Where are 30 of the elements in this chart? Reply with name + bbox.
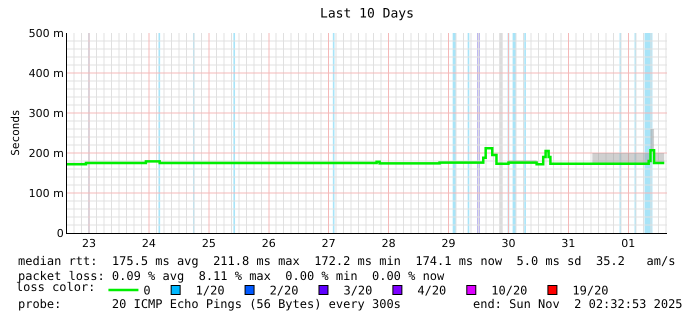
y-tick-label: 200 m xyxy=(28,146,64,160)
legend-label: 1/20 xyxy=(196,284,225,298)
y-tick-label: 400 m xyxy=(28,66,64,80)
x-tick-label: 24 xyxy=(142,237,156,250)
x-tick-label: 26 xyxy=(262,237,276,250)
text: end: Sun Nov 2 02:32:53 2025 xyxy=(473,297,683,311)
legend-label: 2/20 xyxy=(270,284,298,298)
legend-title: loss color: xyxy=(16,280,96,294)
y-axis-title: Seconds xyxy=(8,109,22,156)
legend-label: 3/20 xyxy=(343,284,372,298)
text: median rtt: 175.5 ms avg 211.8 ms max 172.2 ms min 174.1 ms now 5.0 ms sd 35.2 am/s xyxy=(18,254,676,268)
text: packet loss: 0.09 % avg 8.11 % max 0.00 % min 0.00 % now xyxy=(18,269,446,283)
x-tick-label: 31 xyxy=(561,237,576,250)
x-tick-label: 25 xyxy=(202,237,216,250)
legend-label: 0 xyxy=(143,284,151,298)
x-tick-label: 29 xyxy=(442,237,456,250)
legend-label: 10/20 xyxy=(491,284,528,298)
x-tick-label: 23 xyxy=(82,237,96,250)
y-tick-label: 500 m xyxy=(28,26,64,40)
chart-title: Last 10 Days xyxy=(320,6,414,22)
y-tick-label: 300 m xyxy=(28,106,64,120)
x-tick-label: 30 xyxy=(501,237,516,250)
legend-label: 19/20 xyxy=(572,284,609,298)
legend-label: 4/20 xyxy=(417,284,446,298)
x-tick-label: 27 xyxy=(322,237,336,250)
y-tick-label: 0 xyxy=(56,226,64,240)
x-tick-label: 01 xyxy=(621,237,636,250)
x-tick-label: 28 xyxy=(382,237,396,250)
y-tick-label: 100 m xyxy=(28,186,64,200)
text: probe: 20 ICMP Echo Pings (56 Bytes) every 300s xyxy=(18,297,401,311)
